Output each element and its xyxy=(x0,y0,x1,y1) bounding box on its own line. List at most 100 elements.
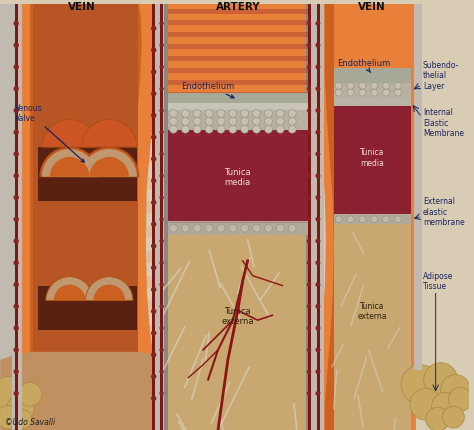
FancyBboxPatch shape xyxy=(0,5,469,430)
Circle shape xyxy=(0,377,26,412)
Circle shape xyxy=(160,327,163,330)
Polygon shape xyxy=(0,352,161,430)
Circle shape xyxy=(152,92,155,96)
Circle shape xyxy=(182,118,189,126)
Wedge shape xyxy=(42,150,97,177)
Circle shape xyxy=(253,118,261,126)
Circle shape xyxy=(316,370,319,374)
Text: External
elastic
membrane: External elastic membrane xyxy=(423,197,465,227)
FancyBboxPatch shape xyxy=(15,276,154,288)
Circle shape xyxy=(152,114,155,118)
Circle shape xyxy=(152,375,155,379)
Circle shape xyxy=(229,118,237,126)
Circle shape xyxy=(18,383,42,406)
Circle shape xyxy=(288,118,296,126)
Circle shape xyxy=(308,218,310,221)
FancyBboxPatch shape xyxy=(167,69,308,74)
Circle shape xyxy=(241,126,249,134)
Circle shape xyxy=(308,175,310,178)
Circle shape xyxy=(316,196,319,200)
Circle shape xyxy=(383,216,390,223)
Circle shape xyxy=(432,393,459,420)
FancyBboxPatch shape xyxy=(15,5,154,16)
Circle shape xyxy=(160,240,163,243)
Circle shape xyxy=(14,370,18,374)
Circle shape xyxy=(152,396,155,400)
Circle shape xyxy=(264,225,273,233)
Polygon shape xyxy=(14,5,159,430)
Polygon shape xyxy=(15,5,154,47)
FancyBboxPatch shape xyxy=(15,128,154,140)
FancyBboxPatch shape xyxy=(334,5,411,69)
Circle shape xyxy=(308,240,310,243)
Circle shape xyxy=(182,110,189,118)
Circle shape xyxy=(217,225,225,233)
FancyBboxPatch shape xyxy=(15,79,154,90)
FancyBboxPatch shape xyxy=(15,227,154,239)
FancyBboxPatch shape xyxy=(167,111,308,133)
Circle shape xyxy=(410,389,442,420)
Circle shape xyxy=(14,304,18,309)
Circle shape xyxy=(308,88,310,91)
Text: ©Udo Savalli: ©Udo Savalli xyxy=(5,417,55,426)
Circle shape xyxy=(14,44,18,48)
Circle shape xyxy=(160,23,163,26)
Circle shape xyxy=(371,216,378,223)
FancyBboxPatch shape xyxy=(167,93,308,111)
Circle shape xyxy=(14,326,18,330)
Circle shape xyxy=(308,45,310,48)
FancyBboxPatch shape xyxy=(167,45,308,50)
Text: Tunica
media: Tunica media xyxy=(225,168,251,187)
Circle shape xyxy=(152,310,155,313)
FancyBboxPatch shape xyxy=(15,350,154,362)
Circle shape xyxy=(316,153,319,157)
Circle shape xyxy=(253,225,261,233)
Circle shape xyxy=(14,153,18,157)
Circle shape xyxy=(426,407,449,430)
Wedge shape xyxy=(42,120,97,148)
Circle shape xyxy=(229,110,237,118)
Circle shape xyxy=(264,118,273,126)
FancyBboxPatch shape xyxy=(15,375,154,387)
Circle shape xyxy=(316,175,319,178)
Circle shape xyxy=(160,110,163,113)
FancyBboxPatch shape xyxy=(12,5,15,430)
Circle shape xyxy=(0,405,20,429)
FancyBboxPatch shape xyxy=(164,5,167,430)
Circle shape xyxy=(170,225,177,233)
FancyBboxPatch shape xyxy=(334,215,411,225)
Circle shape xyxy=(308,392,310,395)
FancyBboxPatch shape xyxy=(159,5,164,430)
FancyBboxPatch shape xyxy=(306,5,311,430)
Circle shape xyxy=(316,66,319,70)
Circle shape xyxy=(276,118,284,126)
FancyBboxPatch shape xyxy=(167,22,308,26)
Polygon shape xyxy=(30,5,142,430)
Wedge shape xyxy=(50,157,90,177)
Circle shape xyxy=(276,225,284,233)
Text: VEIN: VEIN xyxy=(68,2,95,12)
Circle shape xyxy=(14,348,18,352)
Circle shape xyxy=(401,365,441,404)
Circle shape xyxy=(193,118,201,126)
Circle shape xyxy=(14,391,18,396)
FancyBboxPatch shape xyxy=(15,29,154,41)
Circle shape xyxy=(335,90,342,97)
Circle shape xyxy=(264,126,273,134)
FancyBboxPatch shape xyxy=(334,107,411,218)
Circle shape xyxy=(14,66,18,70)
Circle shape xyxy=(316,261,319,265)
Circle shape xyxy=(193,126,201,134)
Text: ARTERY: ARTERY xyxy=(216,2,260,12)
FancyBboxPatch shape xyxy=(317,5,320,430)
FancyBboxPatch shape xyxy=(15,202,154,214)
Circle shape xyxy=(14,174,18,178)
FancyBboxPatch shape xyxy=(167,227,308,430)
Circle shape xyxy=(316,218,319,221)
Circle shape xyxy=(152,244,155,249)
Circle shape xyxy=(316,88,319,91)
Circle shape xyxy=(14,283,18,287)
Circle shape xyxy=(308,349,310,352)
FancyBboxPatch shape xyxy=(167,92,308,97)
FancyBboxPatch shape xyxy=(167,57,308,62)
